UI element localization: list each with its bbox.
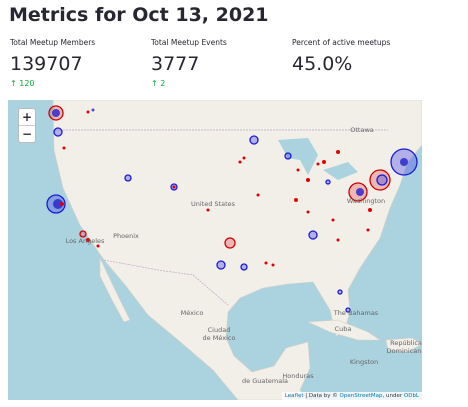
place-label: Ottawa [350,126,374,134]
meetup-ring [369,169,391,191]
place-label: de México [203,334,236,342]
metric-value: 3777 [151,53,200,75]
meetup-ring [337,289,343,295]
meetup-ring [345,307,351,313]
metric-value: 45.0% [292,53,353,75]
meetup-dot [356,188,364,196]
great-lakes [278,138,358,180]
place-label: Washington [347,197,385,205]
place-label: de Guatemala [242,377,288,385]
meetup-ring [53,127,63,137]
meetup-dot [294,198,298,202]
meetup-dot [53,199,63,209]
meetup-ring [249,135,259,145]
place-label: Kingston [350,358,378,366]
meetup-dot [238,160,242,164]
meetup-ring [216,260,226,270]
meetup-ring [124,174,132,182]
meetup-dot [306,178,310,182]
hispaniola [385,337,422,353]
meetup-ring [308,230,318,240]
delta-value: 120 [19,79,35,88]
meetup-dot [96,244,100,248]
title: Metrics for Oct 13, 2021 [9,4,269,26]
metric-label: Total Meetup Events [151,38,227,47]
land [52,100,422,400]
metric-value: 139707 [10,53,83,75]
meetup-dot [242,156,246,160]
meetup-dot [336,150,340,154]
meetup-dot [86,110,90,114]
delta-value: 2 [160,79,166,88]
metric-label: Percent of active meetups [292,38,391,47]
meetup-dot [322,160,326,164]
cuba [307,319,381,341]
meetup-dot [316,162,320,166]
place-label: The Bahamas [333,309,379,317]
map-canvas: Ottawa United States Washington Phoenix Los … [8,100,422,400]
meetup-dot [60,202,64,206]
place-label: United States [191,200,236,208]
meetup-ring [240,263,248,271]
place-label: Honduras [282,372,314,380]
meetup-dot [368,208,372,212]
map[interactable]: Ottawa United States Washington Phoenix Los … [8,100,422,400]
meetup-dot [172,185,176,189]
place-label: México [181,309,204,317]
meetup-dot [62,146,66,150]
meetup-dot [52,109,60,117]
meetup-dot [264,261,268,265]
baja [99,257,131,323]
metric: Total Meetup Members 139707 ↑ 120 [10,38,150,88]
metric: Total Meetup Events 3777 ↑ 2 [151,38,291,88]
meetup-dot [86,238,90,242]
zoom-in[interactable]: + [21,110,33,124]
attribution-text: , under [382,393,403,399]
metric-label: Total Meetup Members [10,38,96,47]
link[interactable]: Leaflet [284,393,304,399]
zoom-control: + − [18,108,36,143]
meetup-dot [306,210,310,214]
metric-delta: ↑ 120 [10,79,35,88]
meetup-ring [284,152,292,160]
link[interactable]: OpenStreetMap [339,393,383,399]
meetup-dot [91,108,95,112]
place-label: Ciudad [208,326,231,334]
place-label: Los Angeles [66,237,105,245]
attribution: Leaflet | Data by © OpenStreetMap, under… [281,392,422,400]
meetup-ring [376,174,388,186]
meetup-dot [271,263,275,267]
meetup-dot [400,158,408,166]
place-label: Dominicana [387,347,422,355]
meetup-dot [366,228,370,232]
meetup-ring [79,230,87,238]
attribution-text: | Data by © [305,393,338,399]
meetup-dot [331,218,335,222]
metric: Percent of active meetups 45.0% [292,38,432,75]
meetup-ring [224,237,236,249]
meetup-dot [336,238,340,242]
borders [54,129,388,306]
link[interactable]: ODbL [403,393,419,399]
meetup-dot [256,193,260,197]
meetup-dot [296,168,300,172]
place-label: Cuba [335,325,352,333]
meetup-ring [325,179,331,185]
meetup-dot [206,208,210,212]
place-label: República [390,339,422,347]
metric-delta: ↑ 2 [151,79,166,88]
place-label: Phoenix [113,232,139,240]
zoom-out[interactable]: − [19,125,35,142]
